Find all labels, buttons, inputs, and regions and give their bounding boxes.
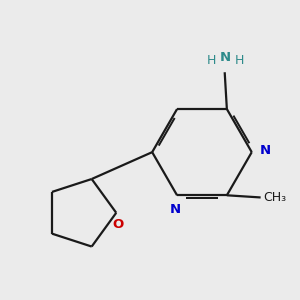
Text: N: N <box>260 144 271 158</box>
Text: N: N <box>220 51 231 64</box>
Text: CH₃: CH₃ <box>263 191 286 204</box>
Text: H: H <box>207 54 216 67</box>
Text: H: H <box>234 54 244 67</box>
Text: N: N <box>169 203 181 216</box>
Text: O: O <box>113 218 124 231</box>
